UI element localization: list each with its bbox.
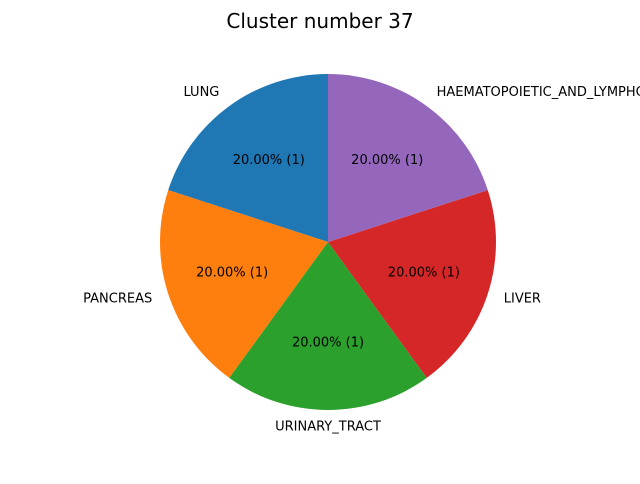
pie-slice-lung — [168, 74, 328, 242]
slice-category-label: URINARY_TRACT — [275, 419, 381, 434]
slice-category-label: LUNG — [183, 85, 219, 100]
pie-slices — [159, 74, 496, 410]
slice-percent-label: 20.00% (1) — [196, 266, 268, 281]
pie-slice-urinary-tract — [229, 242, 427, 410]
slice-percent-label: 20.00% (1) — [351, 153, 423, 168]
pie-labels: 20.00% (1) LUNG 20.00% (1) PANCREAS 20.00% (… — [83, 85, 640, 434]
slice-category-label: LIVER — [504, 292, 541, 307]
slice-category-label: HAEMATOPOIETIC_AND_LYMPHOID_TISSUE — [437, 85, 640, 100]
pie-slice-liver — [328, 190, 496, 378]
slice-percent-label: 20.00% (1) — [233, 153, 305, 168]
slice-percent-label: 20.00% (1) — [388, 266, 460, 281]
slice-percent-label: 20.00% (1) — [292, 335, 364, 350]
slice-category-label: PANCREAS — [83, 292, 152, 307]
pie-slice-pancreas — [159, 190, 328, 378]
pie-slice-haematopoietic-and-lymphoid-tissue — [328, 74, 488, 242]
chart-title: Cluster number 37 — [226, 9, 413, 33]
